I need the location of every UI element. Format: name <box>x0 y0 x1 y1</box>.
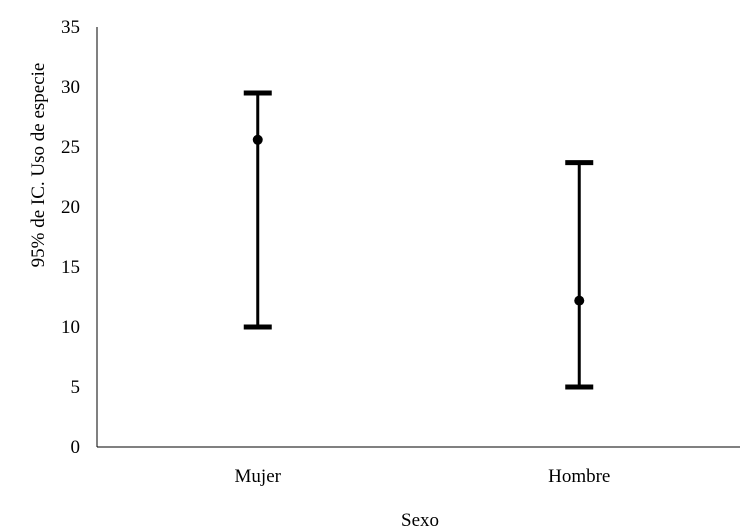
x-category-label: Mujer <box>235 466 282 487</box>
y-tick-label: 35 <box>61 17 80 38</box>
mean-point <box>574 295 585 306</box>
x-category-labels: Mujer Hombre <box>235 466 611 487</box>
x-axis-title: Sexo <box>401 510 439 530</box>
y-tick-labels: 0 5 10 15 20 25 30 35 <box>61 17 80 458</box>
y-tick-label: 15 <box>61 257 80 278</box>
y-tick-label: 0 <box>71 437 81 458</box>
mean-point <box>252 134 263 145</box>
x-category-label: Hombre <box>548 466 610 487</box>
y-tick-label: 30 <box>61 77 80 98</box>
y-tick-label: 20 <box>61 197 80 218</box>
error-bar-marks <box>243 90 594 390</box>
y-axis-title: 95% de IC. Uso de especie <box>28 63 49 268</box>
y-tick-label: 25 <box>61 137 80 158</box>
y-tick-label: 10 <box>61 317 80 338</box>
plot-area <box>96 27 740 448</box>
y-tick-label: 5 <box>71 377 81 398</box>
